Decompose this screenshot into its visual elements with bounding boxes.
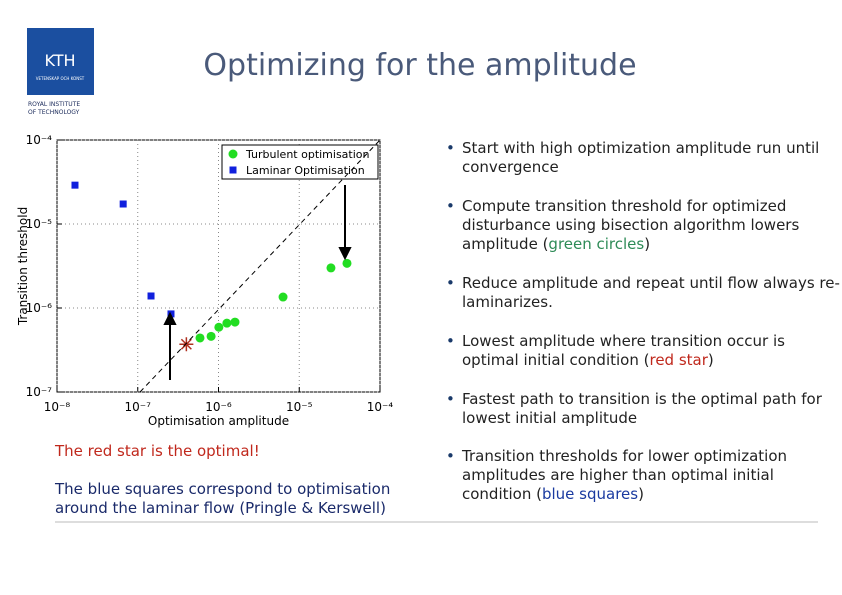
y-axis-label: Transition threshold: [16, 207, 30, 326]
x-tick-label: 10⁻⁴: [367, 400, 394, 414]
bullet: Compute transition threshold for optimiz…: [446, 197, 842, 254]
point: [147, 292, 155, 300]
bullet: Lowest amplitude where transition occur …: [446, 332, 842, 370]
bullet-text: Lowest amplitude where transition occur …: [462, 332, 785, 369]
bullet-text: blue squares: [541, 485, 639, 503]
bullet-text: ): [638, 485, 644, 503]
logo-badge: [27, 28, 94, 95]
bullet: Start with high optimization amplitude r…: [446, 139, 842, 177]
reference-line: [139, 139, 381, 393]
point: [119, 200, 127, 208]
bullet-text: green circles: [548, 235, 645, 253]
x-tick-label: 10⁻⁷: [125, 400, 152, 414]
point: [71, 181, 79, 189]
arrow-head: [338, 247, 352, 261]
y-tick-label: 10⁻⁷: [26, 385, 53, 399]
point: [278, 292, 288, 302]
bullet: Fastest path to transition is the optima…: [446, 390, 842, 428]
point: [214, 322, 224, 332]
point: [230, 317, 240, 327]
bullet-text: Compute transition threshold for optimiz…: [462, 197, 800, 253]
y-tick-label: 10⁻⁵: [26, 217, 53, 231]
legend-marker: [229, 166, 237, 174]
caption: The red star is the optimal!: [55, 442, 260, 460]
arrow-head: [163, 311, 177, 325]
bullet-text: Fastest path to transition is the optima…: [462, 390, 822, 427]
arrows: [163, 185, 352, 380]
bullet-text: Reduce amplitude and repeat until flow a…: [462, 274, 840, 311]
bullet: Transition thresholds for lower optimiza…: [446, 447, 842, 504]
logo-name: KTH: [44, 51, 75, 70]
point: [342, 258, 352, 268]
point: [206, 331, 216, 341]
point: [222, 318, 232, 328]
legend-marker: [228, 149, 238, 159]
x-tick-label: 10⁻⁸: [44, 400, 71, 414]
legend-label: Turbulent optimisation: [245, 148, 370, 161]
legend-box: [221, 144, 379, 180]
bullet-text: ): [644, 235, 651, 253]
y-tick-label: 10⁻⁶: [26, 301, 53, 315]
x-tick-label: 10⁻⁶: [205, 400, 232, 414]
bullet-text: red star: [649, 351, 708, 369]
x-tick-label: 10⁻⁵: [286, 400, 313, 414]
logo-institute: ROYAL INSTITUTE: [28, 101, 80, 108]
y-tick-label: 10⁻⁴: [26, 133, 53, 147]
plot-area: [56, 139, 381, 393]
x-axis-label: Optimisation amplitude: [148, 414, 289, 428]
bullet-text: Transition thresholds for lower optimiza…: [462, 447, 788, 503]
point: [179, 337, 194, 352]
point: [326, 263, 336, 273]
bullet-text: Start with high optimization amplitude r…: [462, 139, 820, 176]
bullet-text: ): [707, 351, 714, 369]
legend-label: Laminar Optimisation: [246, 164, 365, 177]
logo-motto: VETENSKAP OCH KONST: [36, 76, 85, 81]
caption: The blue squares correspond to optimisat…: [55, 480, 391, 517]
title: Optimizing for the amplitude: [203, 48, 637, 83]
bullet: Reduce amplitude and repeat until flow a…: [446, 274, 842, 312]
point: [195, 333, 205, 343]
logo-institute: OF TECHNOLOGY: [28, 109, 80, 116]
